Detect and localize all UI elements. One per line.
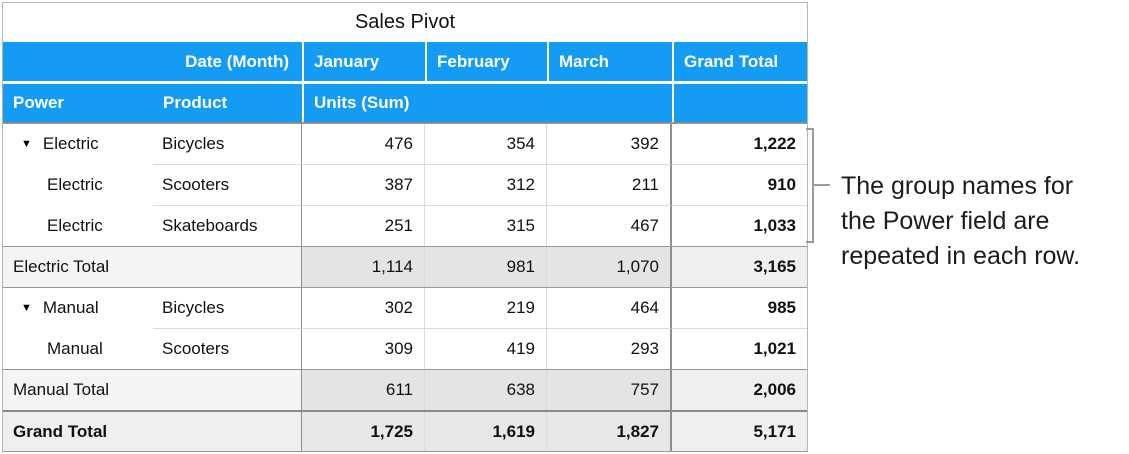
grand-total-value-cell[interactable]: 5,171 (672, 412, 807, 451)
table-title: Sales Pivot (354, 11, 456, 33)
power-group-label: Manual (47, 339, 103, 358)
grand-total-value-cell[interactable]: 985 (767, 298, 796, 317)
value-cell[interactable]: 1,725 (302, 412, 425, 451)
value-cell[interactable]: 476 (302, 124, 425, 164)
callout-text: The group names for the Power field are … (841, 169, 1129, 274)
total-label-cell[interactable]: Grand Total (3, 412, 302, 451)
product-cell[interactable]: Bicycles (153, 124, 302, 164)
product-cell[interactable]: Skateboards (153, 205, 302, 246)
column-header-march[interactable]: March (547, 42, 672, 81)
field-header-row: Power Product Units (Sum) (3, 84, 807, 123)
value-cell[interactable]: 1,114 (302, 247, 425, 287)
power-cell[interactable]: Electric (3, 205, 153, 246)
value-cell[interactable]: 211 (547, 164, 672, 205)
value-cell[interactable]: 251 (302, 205, 425, 246)
value-cell[interactable]: 293 (547, 328, 672, 369)
callout-line: The group names for (841, 172, 1074, 200)
power-cell[interactable]: Manual (3, 328, 153, 369)
product-cell[interactable]: Scooters (153, 164, 302, 205)
table-row: Manual Total 611 638 757 2,006 (3, 369, 807, 410)
date-month-field-header[interactable]: Date (Month) (185, 51, 289, 71)
table-row: Electric Scooters 387 312 211 910 (3, 164, 807, 205)
value-cell[interactable]: 1,619 (425, 412, 547, 451)
product-cell[interactable]: Scooters (153, 328, 302, 369)
value-cell[interactable]: 387 (302, 164, 425, 205)
callout-line: the Power field are (841, 207, 1050, 235)
grand-total-value-cell[interactable]: 910 (672, 164, 807, 205)
pivot-table: Sales Pivot Date (Month) January Februar… (2, 2, 808, 452)
disclosure-triangle-icon[interactable]: ▼ (21, 301, 32, 314)
column-header-january[interactable]: January (302, 42, 425, 81)
value-cell[interactable]: 611 (302, 370, 425, 410)
value-cell[interactable]: 464 (547, 288, 672, 328)
power-field-header[interactable]: Power (13, 93, 65, 112)
callout-bracket-tick (813, 184, 830, 186)
grand-total-value-cell[interactable]: 3,165 (672, 247, 807, 287)
value-cell[interactable]: 312 (425, 164, 547, 205)
value-cell[interactable]: 419 (425, 328, 547, 369)
grand-total-value-cell[interactable]: 1,033 (672, 205, 807, 246)
power-cell[interactable]: ▼ Manual (3, 288, 153, 328)
table-row: Grand Total 1,725 1,619 1,827 5,171 (3, 410, 807, 451)
table-title-row[interactable]: Sales Pivot (3, 3, 807, 42)
grand-total-value-cell[interactable]: 1,222 (753, 134, 796, 153)
product-cell[interactable]: Bicycles (153, 288, 302, 328)
value-cell[interactable]: 467 (547, 205, 672, 246)
total-label-cell[interactable]: Electric Total (3, 247, 302, 287)
table-row: Manual Scooters 309 419 293 1,021 (3, 328, 807, 369)
table-row: ▼ Electric Bicycles 476 354 392 1,222 (3, 123, 807, 164)
value-cell[interactable]: 219 (425, 288, 547, 328)
value-cell[interactable]: 315 (425, 205, 547, 246)
value-cell[interactable]: 981 (425, 247, 547, 287)
grand-total-blank-header[interactable] (672, 84, 807, 122)
column-header-february[interactable]: February (425, 42, 547, 81)
total-label-cell[interactable]: Manual Total (3, 370, 302, 410)
callout-line: repeated in each row. (841, 242, 1081, 270)
power-group-label: Electric (42, 134, 99, 153)
column-header-row: Date (Month) January February March Gran… (3, 42, 807, 81)
value-cell[interactable]: 309 (302, 328, 425, 369)
column-header-grand-total[interactable]: Grand Total (672, 42, 807, 81)
grand-total-value-cell[interactable]: 1,021 (672, 328, 807, 369)
power-cell[interactable]: ▼ Electric (3, 124, 153, 164)
header-divider (3, 81, 807, 84)
table-row: ▼ Manual Bicycles 302 219 464 985 (3, 287, 807, 328)
power-group-label: Electric (47, 175, 103, 194)
power-group-label: Manual (42, 298, 99, 317)
value-cell[interactable]: 392 (547, 124, 672, 164)
value-cell[interactable]: 638 (425, 370, 547, 410)
value-cell[interactable]: 1,827 (547, 412, 672, 451)
value-cell[interactable]: 1,070 (547, 247, 672, 287)
disclosure-triangle-icon[interactable]: ▼ (21, 137, 32, 150)
pivot-rows: ▼ Electric Bicycles 476 354 392 1,222 Electric S… (3, 123, 807, 451)
grand-total-value-cell[interactable]: 2,006 (672, 370, 807, 410)
value-cell[interactable]: 302 (302, 288, 425, 328)
table-row: Electric Skateboards 251 315 467 1,033 (3, 205, 807, 246)
table-row: Electric Total 1,114 981 1,070 3,165 (3, 246, 807, 287)
value-cell[interactable]: 354 (425, 124, 547, 164)
value-cell[interactable]: 757 (547, 370, 672, 410)
product-field-header[interactable]: Product (163, 93, 228, 112)
units-sum-header[interactable]: Units (Sum) (302, 84, 672, 122)
power-cell[interactable]: Electric (3, 164, 153, 205)
power-group-label: Electric (47, 216, 103, 235)
